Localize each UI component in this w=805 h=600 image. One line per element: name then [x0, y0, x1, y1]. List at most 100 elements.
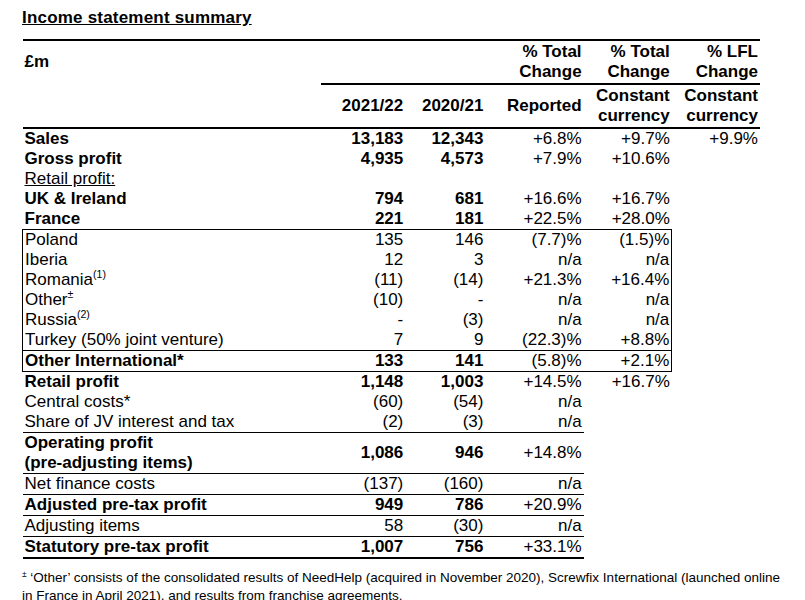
column-header-constant-currency-lfl: Constant currency: [672, 84, 760, 128]
row-value: +6.8%: [485, 128, 583, 149]
table-row: France221181+22.5%+28.0%: [23, 209, 761, 230]
row-value: [584, 392, 672, 412]
income-statement-table: £m % Total Change % Total Change % LFL C…: [22, 39, 760, 559]
table-row: Iberia123n/an/a: [23, 250, 761, 270]
row-value: [672, 310, 760, 330]
table-row: Retail profit1,1481,003+14.5%+16.7%: [23, 372, 761, 393]
row-value: [672, 537, 760, 559]
row-label: Share of JV interest and tax: [23, 412, 322, 433]
row-value: [672, 495, 760, 516]
row-label: Poland: [23, 230, 322, 251]
row-value: 3: [405, 250, 485, 270]
table-row: Operating profit (pre-adjusting items)1,…: [23, 433, 761, 474]
row-value: (11): [321, 270, 405, 290]
row-value: -: [321, 310, 405, 330]
row-value: (7.7)%: [485, 230, 583, 251]
table-row: Adjusting items58(30)n/a: [23, 516, 761, 537]
column-group-total-change-reported: % Total Change: [485, 40, 583, 84]
row-value: 141: [405, 351, 485, 372]
row-value: 7: [321, 330, 405, 351]
row-label: Sales: [23, 128, 322, 149]
row-label: Adjusting items: [23, 516, 322, 537]
row-label-superscript: ±: [68, 288, 74, 300]
row-value: [584, 433, 672, 474]
row-value: 4,935: [321, 149, 405, 169]
unit-label: £m: [23, 40, 322, 84]
row-value: [672, 412, 760, 433]
row-value: +14.8%: [485, 433, 583, 474]
row-value: [584, 537, 672, 559]
row-value: n/a: [584, 290, 672, 310]
row-value: +33.1%: [485, 537, 583, 559]
row-value: [672, 209, 760, 230]
row-value: 946: [405, 433, 485, 474]
income-statement-page: Income statement summary £m % Total Chan…: [0, 0, 805, 600]
row-value: 12,343: [405, 128, 485, 149]
column-group-lfl-change: % LFL Change: [672, 40, 760, 84]
row-value: [485, 169, 583, 189]
row-value: 1,003: [405, 372, 485, 393]
table-header: £m % Total Change % Total Change % LFL C…: [23, 40, 761, 128]
row-value: (22.3)%: [485, 330, 583, 351]
row-label: Retail profit: [23, 372, 322, 393]
row-value: +21.3%: [485, 270, 583, 290]
row-value: [672, 250, 760, 270]
table-row: Retail profit:: [23, 169, 761, 189]
row-value: (10): [321, 290, 405, 310]
header-sub-row: 2021/22 2020/21 Reported Constant curren…: [23, 84, 761, 128]
table-row: Other International*133141(5.8)%+2.1%: [23, 351, 761, 372]
row-label: Statutory pre-tax profit: [23, 537, 322, 559]
row-value: +28.0%: [584, 209, 672, 230]
row-value: [672, 330, 760, 351]
row-value: [584, 169, 672, 189]
row-label: Adjusted pre-tax profit: [23, 495, 322, 516]
row-value: (5.8)%: [485, 351, 583, 372]
row-value: n/a: [485, 392, 583, 412]
row-value: 1,148: [321, 372, 405, 393]
row-value: 13,183: [321, 128, 405, 149]
row-value: 12: [321, 250, 405, 270]
row-value: +9.9%: [672, 128, 760, 149]
row-value: (160): [405, 474, 485, 495]
column-header-2020-21: 2020/21: [405, 84, 485, 128]
row-value: +9.7%: [584, 128, 672, 149]
row-label: Net finance costs: [23, 474, 322, 495]
table-row: Share of JV interest and tax(2)(3)n/a: [23, 412, 761, 433]
row-value: [672, 189, 760, 209]
row-value: (137): [321, 474, 405, 495]
row-value: 58: [321, 516, 405, 537]
row-value: 681: [405, 189, 485, 209]
row-value: n/a: [485, 516, 583, 537]
row-value: [672, 474, 760, 495]
row-value: +14.5%: [485, 372, 583, 393]
row-label-superscript: (2): [77, 308, 90, 320]
row-label: Russia(2): [23, 310, 322, 330]
row-value: 146: [405, 230, 485, 251]
row-value: [584, 474, 672, 495]
row-value: +16.4%: [584, 270, 672, 290]
row-value: 756: [405, 537, 485, 559]
header-group-row: £m % Total Change % Total Change % LFL C…: [23, 40, 761, 84]
row-value: [672, 516, 760, 537]
row-label: Gross profit: [23, 149, 322, 169]
header-spacer: [405, 40, 485, 84]
row-value: (54): [405, 392, 485, 412]
row-label: UK & Ireland: [23, 189, 322, 209]
table-row: Adjusted pre-tax profit949786+20.9%: [23, 495, 761, 516]
row-value: +8.8%: [584, 330, 672, 351]
table-row: Statutory pre-tax profit1,007756+33.1%: [23, 537, 761, 559]
row-value: +16.7%: [584, 372, 672, 393]
row-value: n/a: [584, 250, 672, 270]
row-value: +20.9%: [485, 495, 583, 516]
table-row: Sales13,18312,343+6.8%+9.7%+9.9%: [23, 128, 761, 149]
row-label: Romania(1): [23, 270, 322, 290]
row-value: (14): [405, 270, 485, 290]
row-value: (2): [321, 412, 405, 433]
row-value: +16.6%: [485, 189, 583, 209]
table-row: Turkey (50% joint venture)79(22.3)%+8.8%: [23, 330, 761, 351]
row-value: 181: [405, 209, 485, 230]
row-value: [672, 392, 760, 412]
row-value: 9: [405, 330, 485, 351]
row-value: +16.7%: [584, 189, 672, 209]
column-header-constant-currency: Constant currency: [584, 84, 672, 128]
